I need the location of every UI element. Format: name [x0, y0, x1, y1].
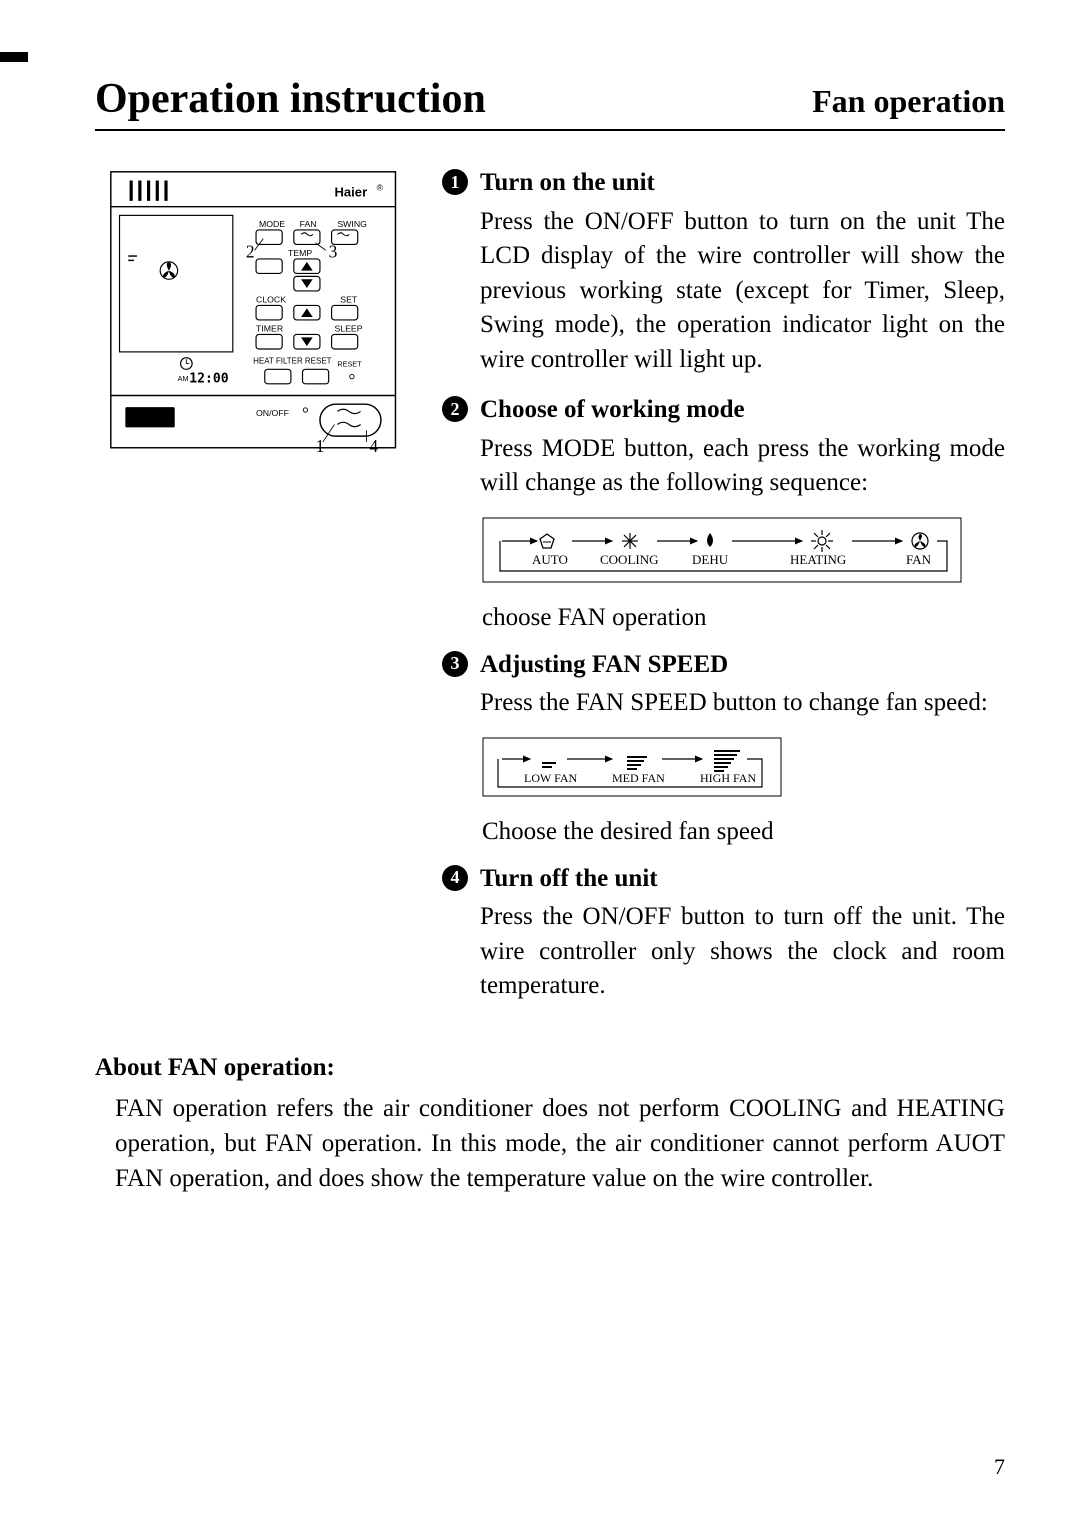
- svg-text:2: 2: [246, 241, 255, 261]
- page-subtitle: Fan operation: [812, 83, 1005, 120]
- bullet-4: 4: [442, 865, 468, 891]
- about-title: About FAN operation:: [95, 1050, 1005, 1085]
- step-3-title: Adjusting FAN SPEED: [480, 648, 1005, 683]
- step-4-title: Turn off the unit: [480, 862, 1005, 897]
- step-1-text: Press the ON/OFF button to turn on the u…: [480, 205, 1005, 378]
- step-2-title: Choose of working mode: [480, 393, 1005, 428]
- svg-text:HIGH FAN: HIGH FAN: [700, 771, 756, 785]
- fan-speed-diagram: LOW FAN MED FAN HIGH FAN: [482, 737, 1005, 808]
- bullet-3: 3: [442, 651, 468, 677]
- svg-text:TEMP: TEMP: [288, 248, 312, 258]
- svg-text:TIMER: TIMER: [256, 324, 283, 334]
- svg-text:SLEEP: SLEEP: [334, 324, 362, 334]
- remote-svg: Haier ® AM 12:00: [105, 166, 410, 456]
- bullet-2: 2: [442, 396, 468, 422]
- svg-text:AUTO: AUTO: [532, 552, 568, 567]
- svg-text:®: ®: [377, 183, 384, 193]
- svg-text:SET: SET: [340, 295, 358, 305]
- decorative-bar: [0, 52, 28, 62]
- about-body: FAN operation refers the air conditioner…: [115, 1091, 1005, 1196]
- svg-text:SWING: SWING: [337, 219, 367, 229]
- svg-text:CLOCK: CLOCK: [256, 295, 286, 305]
- page-title: Operation instruction: [95, 75, 812, 123]
- svg-text:RESET: RESET: [337, 359, 362, 368]
- step-2-after: choose FAN operation: [482, 601, 1005, 636]
- header: Operation instruction Fan operation: [95, 75, 1005, 131]
- step-1: 1 Turn on the unit Press the ON/OFF butt…: [442, 166, 1005, 387]
- svg-text:HEAT FILTER RESET: HEAT FILTER RESET: [253, 357, 332, 366]
- svg-text:LOW FAN: LOW FAN: [524, 771, 578, 785]
- svg-text:DEHU: DEHU: [692, 552, 729, 567]
- svg-text:COOLING: COOLING: [600, 552, 659, 567]
- svg-text:HEATING: HEATING: [790, 552, 846, 567]
- step-2: 2 Choose of working mode Press MODE butt…: [442, 393, 1005, 511]
- svg-text:4: 4: [369, 436, 378, 456]
- svg-text:FAN: FAN: [906, 552, 932, 567]
- instructions-column: 1 Turn on the unit Press the ON/OFF butt…: [442, 166, 1005, 1020]
- step-3: 3 Adjusting FAN SPEED Press the FAN SPEE…: [442, 648, 1005, 731]
- svg-text:AM: AM: [178, 374, 189, 383]
- svg-text:3: 3: [329, 241, 338, 261]
- svg-text:FAN: FAN: [300, 219, 317, 229]
- svg-text:1: 1: [316, 436, 325, 456]
- step-3-text: Press the FAN SPEED button to change fan…: [480, 686, 1005, 721]
- svg-text:MODE: MODE: [259, 219, 285, 229]
- content-row: Haier ® AM 12:00: [95, 166, 1005, 1020]
- page-number: 7: [994, 1454, 1005, 1480]
- step-4-text: Press the ON/OFF button to turn off the …: [480, 900, 1005, 1004]
- remote-illustration: Haier ® AM 12:00: [105, 166, 410, 461]
- svg-text:MED FAN: MED FAN: [612, 771, 665, 785]
- step-4: 4 Turn off the unit Press the ON/OFF but…: [442, 862, 1005, 1014]
- about-section: About FAN operation: FAN operation refer…: [95, 1050, 1005, 1196]
- page-container: Operation instruction Fan operation Haie…: [0, 0, 1080, 1246]
- bullet-1: 1: [442, 169, 468, 195]
- step-1-title: Turn on the unit: [480, 166, 1005, 201]
- mode-sequence-diagram: AUTO COOLING DEHU HEATING FAN: [482, 517, 1005, 594]
- brand-label: Haier: [334, 184, 367, 199]
- svg-text:12:00: 12:00: [189, 371, 228, 386]
- svg-text:ON/OFF: ON/OFF: [256, 408, 289, 418]
- step-3-after: Choose the desired fan speed: [482, 815, 1005, 850]
- step-2-text: Press MODE button, each press the workin…: [480, 432, 1005, 501]
